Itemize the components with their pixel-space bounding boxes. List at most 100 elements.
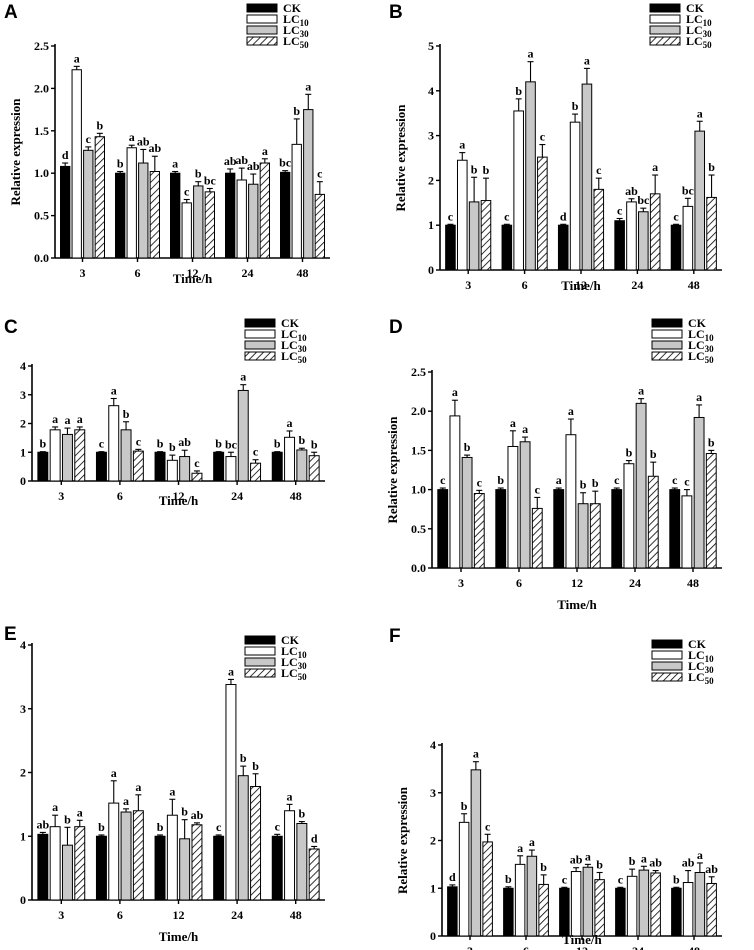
significance-label: a [111,766,117,780]
bar-lc10-6h [108,802,120,901]
significance-label: b [123,407,130,421]
significance-label: a [522,422,528,436]
significance-label: b [64,812,71,826]
bar-ck-3h [447,886,458,937]
legend-swatch-lc30 [246,25,278,35]
bar-lc50-3h [482,841,493,937]
significance-label: a [64,413,70,427]
legend-label-sub: 10 [703,18,713,28]
legend-label: LC50 [686,34,712,50]
significance-label: a [262,144,268,158]
panel-letter: A [4,2,18,23]
legend-label-sub: 10 [705,654,715,664]
legend-swatch-lc10 [649,14,681,24]
y-tick-label: 2.0 [34,81,49,95]
significance-label: b [650,447,657,461]
x-tick-label: 6 [523,944,529,950]
legend-label: LC50 [688,349,714,365]
legend-label: CK [281,633,300,647]
bar-ck-12h [170,172,181,259]
bar-lc50-24h [259,162,270,259]
bar-lc10-12h [166,814,178,901]
y-tick-label: 3 [428,129,434,143]
y-tick-label: 0.0 [34,251,49,265]
significance-label: ab [148,141,161,155]
bar-ck-48h [671,887,682,937]
bar-lc30-24h [638,211,649,271]
bar-lc10-48h [682,205,694,271]
significance-label: c [684,475,690,489]
bar-lc50-24h [649,193,661,271]
significance-label: ab [247,159,260,173]
legend-swatch-lc30 [244,340,276,350]
panel-letter: E [4,624,17,645]
x-tick-label: 6 [522,278,528,292]
legend-swatch-lc10 [246,14,278,24]
significance-label: a [528,47,534,61]
significance-label: b [464,440,471,454]
bar-ck-6h [95,835,107,901]
bar-lc30-12h [581,83,593,271]
significance-label: b [515,84,522,98]
legend-label-base: LC [686,34,703,48]
significance-label: b [708,435,715,449]
x-tick-label: 3 [467,944,473,950]
legend-label-base: LC [688,349,705,363]
y-tick-label: 3 [20,702,26,716]
significance-label: ab [224,154,237,168]
x-tick-label: 3 [58,489,64,503]
significance-label: d [449,870,456,884]
significance-label: a [652,160,658,174]
legend-label: LC30 [688,659,714,675]
y-tick-label: 3 [20,388,26,402]
significance-label: d [560,209,567,223]
bar-lc30-12h [193,185,204,259]
legend-swatch-lc50 [244,351,276,361]
y-axis-label: Relative expression [8,98,23,206]
significance-label: c [477,475,483,489]
bar-lc10-48h [682,882,694,937]
bar-lc50-48h [705,453,717,569]
legend-label-sub: 50 [298,672,308,682]
y-tick-label: 0 [20,893,26,907]
significance-label: ab [178,435,191,449]
legend-label: LC10 [688,648,714,664]
bar-lc10-3h [49,826,61,901]
significance-label: ab [235,153,248,167]
x-tick-label: 48 [688,944,700,950]
significance-label: b [311,437,318,451]
significance-label: ab [705,862,718,876]
significance-label: c [485,819,491,833]
bar-ck-6h [95,451,107,482]
legend-label-sub: 50 [298,355,308,365]
legend-label-sub: 10 [705,333,715,343]
legend-label-base: LC [283,23,300,37]
bar-lc30-24h [638,869,650,937]
significance-label: c [253,445,259,459]
x-tick-label: 12 [575,278,587,292]
legend-label-sub: 50 [705,676,715,686]
significance-label: c [317,167,323,181]
bar-lc10-12h [569,121,581,271]
significance-label: c [614,473,620,487]
legend-label: LC10 [686,12,712,28]
legend-swatch-ck [649,3,681,13]
x-axis-label: Time/h [173,271,213,286]
y-tick-label: 4 [20,638,26,652]
x-tick-label: 3 [458,576,464,590]
bar-lc50-3h [94,136,106,259]
bar-ck-24h [611,489,623,569]
significance-label: c [535,482,541,496]
bar-lc10-24h [623,463,635,569]
bar-lc10-6h [514,863,526,937]
significance-label: b [157,820,164,834]
bar-lc30-24h [237,389,249,482]
x-tick-label: 24 [242,266,254,280]
x-axis-label: Time/h [159,493,199,508]
significance-label: b [117,157,124,171]
bar-lc30-6h [120,811,132,901]
